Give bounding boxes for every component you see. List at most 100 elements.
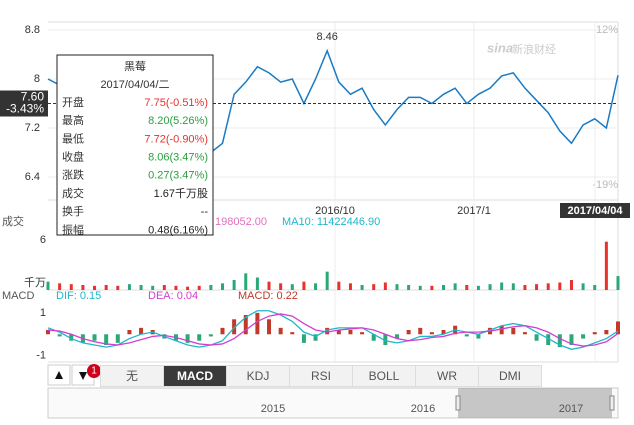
volume-bar bbox=[372, 284, 376, 290]
volume-bar bbox=[593, 285, 597, 290]
tooltip-value: 8.20(5.26%) bbox=[148, 115, 208, 127]
tooltip-value: 7.75(-0.51%) bbox=[144, 97, 208, 109]
navigator-label: 2016 bbox=[411, 403, 435, 415]
y-tick-label: 8 bbox=[34, 73, 40, 85]
macd-bar bbox=[325, 327, 330, 335]
macd-bar bbox=[313, 334, 318, 341]
volume-bar bbox=[523, 285, 527, 290]
legend-label: DEA: 0.04 bbox=[148, 290, 198, 302]
macd-bar bbox=[406, 330, 411, 335]
macd-bar bbox=[255, 312, 260, 335]
volume-bar bbox=[81, 285, 85, 290]
x-tick-label: 2017/04/04 bbox=[567, 205, 623, 217]
macd-bar bbox=[290, 332, 295, 335]
y-tick-label: -1 bbox=[36, 350, 46, 362]
legend-label: DIF: 0.15 bbox=[56, 290, 101, 302]
macd-bar bbox=[104, 334, 109, 345]
macd-bar bbox=[546, 334, 551, 345]
macd-line bbox=[47, 313, 619, 347]
macd-bar bbox=[92, 334, 97, 341]
ma5-label: 198052.00 bbox=[215, 216, 267, 228]
volume-bar bbox=[569, 280, 573, 290]
macd-bar bbox=[476, 334, 481, 339]
volume-bar bbox=[488, 284, 492, 290]
navigator-handle[interactable] bbox=[609, 395, 615, 411]
tooltip-value: 8.06(3.47%) bbox=[148, 152, 208, 164]
y-tick-label: 6 bbox=[40, 234, 46, 246]
macd-bar bbox=[185, 334, 190, 343]
tooltip-value: 0.48(6.16%) bbox=[148, 224, 208, 236]
volume-bar bbox=[500, 282, 504, 290]
volume-bar bbox=[558, 282, 562, 290]
macd-bar bbox=[301, 334, 306, 343]
tooltip-label: 振幅 bbox=[62, 222, 84, 236]
volume-bar bbox=[58, 283, 62, 290]
macd-bar bbox=[232, 319, 237, 335]
volume-bar bbox=[430, 285, 434, 290]
tooltip-label: 最低 bbox=[62, 132, 84, 145]
macd-title: MACD bbox=[2, 290, 34, 302]
volume-bar bbox=[535, 284, 539, 290]
macd-bar bbox=[208, 334, 213, 337]
volume-bar bbox=[104, 285, 108, 290]
y-tick-label: 8.8 bbox=[25, 24, 40, 36]
tooltip: 黑莓 2017/04/04/二 开盘 7.75(-0.51%) 最高 8.20(5.2… bbox=[56, 54, 214, 236]
macd-bar bbox=[267, 319, 272, 335]
toolbar-arrows: 1 bbox=[47, 364, 101, 386]
navigator-selection[interactable] bbox=[458, 388, 612, 418]
tooltip-value: 1.67千万股 bbox=[154, 187, 208, 200]
volume-bar bbox=[465, 285, 469, 290]
macd-bar bbox=[522, 332, 527, 335]
macd-bar bbox=[139, 327, 144, 335]
tooltip-label: 收盘 bbox=[62, 150, 84, 164]
tooltip-value: 0.27(3.47%) bbox=[148, 170, 208, 182]
y-tick-label: 6.4 bbox=[25, 171, 40, 183]
volume-bar bbox=[174, 285, 178, 290]
volume-title: 成交 bbox=[2, 214, 24, 228]
navigator-label: 2017 bbox=[559, 403, 583, 415]
macd-bar bbox=[394, 334, 399, 339]
tooltip-label: 成交 bbox=[62, 186, 84, 200]
badge-text: 1 bbox=[91, 366, 97, 377]
volume-bar bbox=[197, 285, 201, 290]
macd-bar bbox=[418, 327, 423, 335]
volume-bar bbox=[244, 273, 248, 290]
macd-bar bbox=[569, 334, 574, 345]
volume-bar bbox=[383, 282, 387, 290]
macd-bar bbox=[464, 334, 469, 337]
indicator-tab[interactable]: RSI bbox=[289, 365, 353, 387]
tooltip-label: 开盘 bbox=[62, 95, 84, 109]
tooltip-label: 最高 bbox=[62, 113, 84, 127]
volume-bar bbox=[348, 283, 352, 290]
last-change: -3.43% bbox=[6, 102, 44, 116]
volume-bar bbox=[232, 280, 236, 290]
volume-bar bbox=[407, 285, 411, 290]
volume-bar bbox=[314, 283, 318, 290]
volume-bar bbox=[127, 284, 131, 290]
y2-tick-label: -19% bbox=[592, 179, 618, 191]
indicator-tab[interactable]: BOLL bbox=[352, 365, 416, 387]
macd-bar bbox=[127, 330, 132, 335]
volume-bar bbox=[151, 285, 155, 290]
ma10-label: MA10: 11422446.90 bbox=[282, 216, 380, 228]
volume-bar bbox=[511, 283, 515, 290]
macd-bar bbox=[371, 334, 376, 341]
macd-bar bbox=[46, 330, 50, 335]
y-tick-label: 7.2 bbox=[25, 122, 40, 134]
indicator-tab[interactable]: DMI bbox=[478, 365, 542, 387]
indicator-tab[interactable]: WR bbox=[415, 365, 479, 387]
legend-label: MACD: 0.22 bbox=[238, 290, 298, 302]
indicator-tab[interactable]: KDJ bbox=[226, 365, 290, 387]
indicator-tab[interactable]: 无 bbox=[100, 365, 164, 387]
volume-bar bbox=[360, 285, 364, 290]
last-price: 7.60 bbox=[21, 90, 45, 104]
badge bbox=[87, 364, 101, 378]
volume-bar bbox=[139, 285, 143, 290]
volume-bar bbox=[46, 281, 50, 290]
volume-bar bbox=[616, 276, 620, 290]
volume-bar bbox=[116, 285, 120, 290]
navigator-handle[interactable] bbox=[455, 395, 461, 411]
tooltip-date: 2017/04/04/二 bbox=[100, 79, 169, 91]
indicator-tab[interactable]: MACD bbox=[163, 365, 227, 387]
